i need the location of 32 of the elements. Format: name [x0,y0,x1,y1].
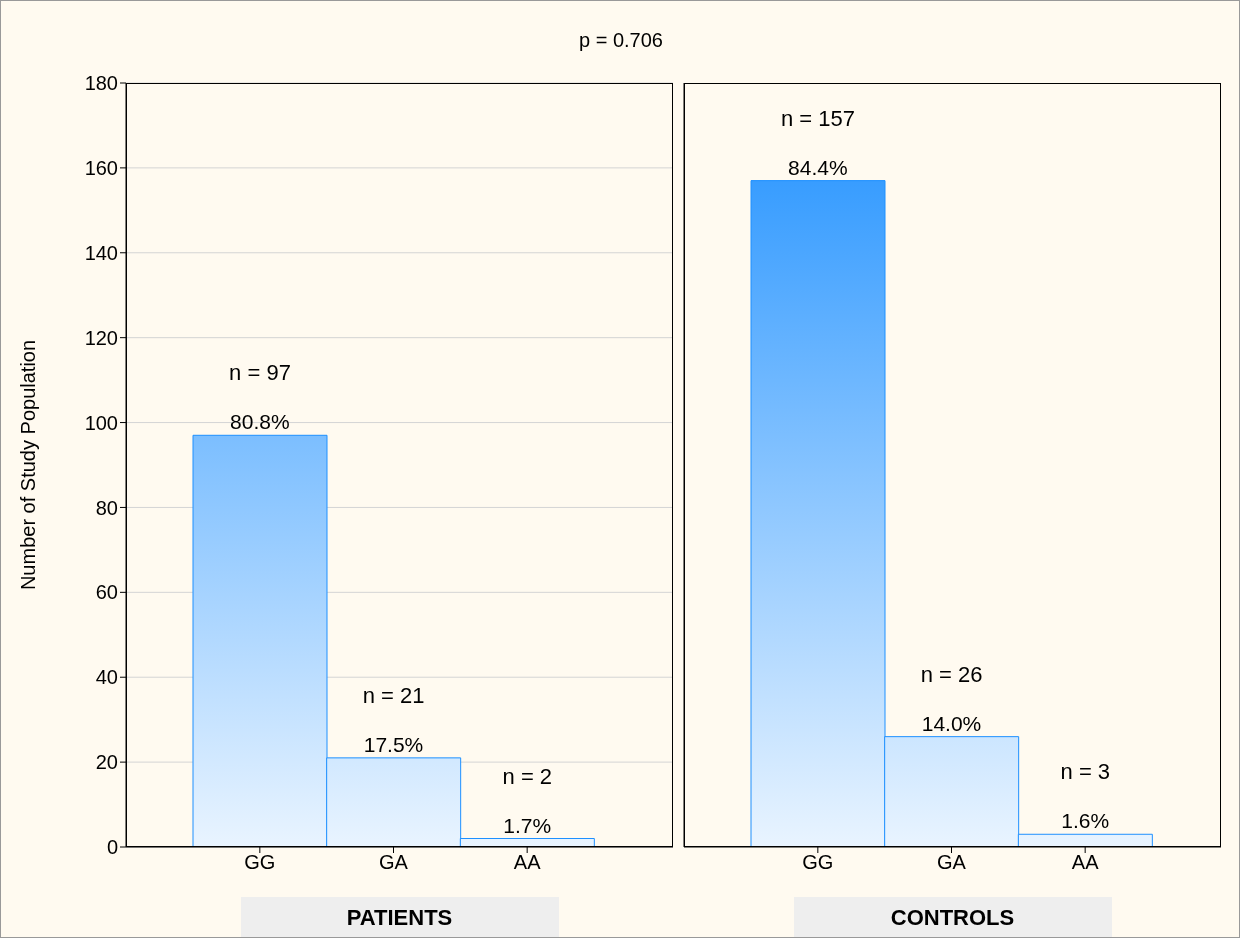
y-tick-label: 180 [84,72,118,95]
y-tick-label: 0 [106,836,118,859]
x-tick-label: AA [1071,851,1100,874]
y-tick-label: 160 [84,156,118,179]
annotation: 14.0% [921,711,982,735]
data-label: n = 3 [1060,759,1111,785]
data-label: n = 26 [920,661,983,687]
y-tick-label: 100 [84,411,118,434]
x-tick-label: AA [513,851,542,874]
x-tick-label: GA [937,851,967,874]
y-tick-label: 80 [95,496,118,519]
y-axis-title: Number of Study Population [17,339,40,591]
x-tick-label: GA [379,851,409,874]
x-tick-label: GG [244,851,276,874]
y-tick-label: 40 [95,666,118,689]
x-axis-title: CONTROLS [793,897,1112,938]
annotation: 84.4% [788,155,848,179]
y-tick-label: 140 [84,241,118,264]
annotation: 17.5% [363,732,424,756]
chart-title: p = 0.706 [578,29,664,52]
y-tick-label: 120 [84,326,118,349]
annotation: 1.6% [1061,809,1110,833]
x-tick-label: GG [802,851,834,874]
data-label: n = 21 [362,682,425,708]
data-label: n = 157 [780,105,856,131]
annotation: 80.8% [230,410,290,434]
x-axis-title: PATIENTS [240,897,559,938]
data-label: n = 97 [229,360,291,386]
annotation: 1.7% [503,813,552,837]
y-tick-label: 20 [95,751,118,774]
y-tick-label: 60 [95,581,118,604]
data-label: n = 2 [502,763,553,789]
